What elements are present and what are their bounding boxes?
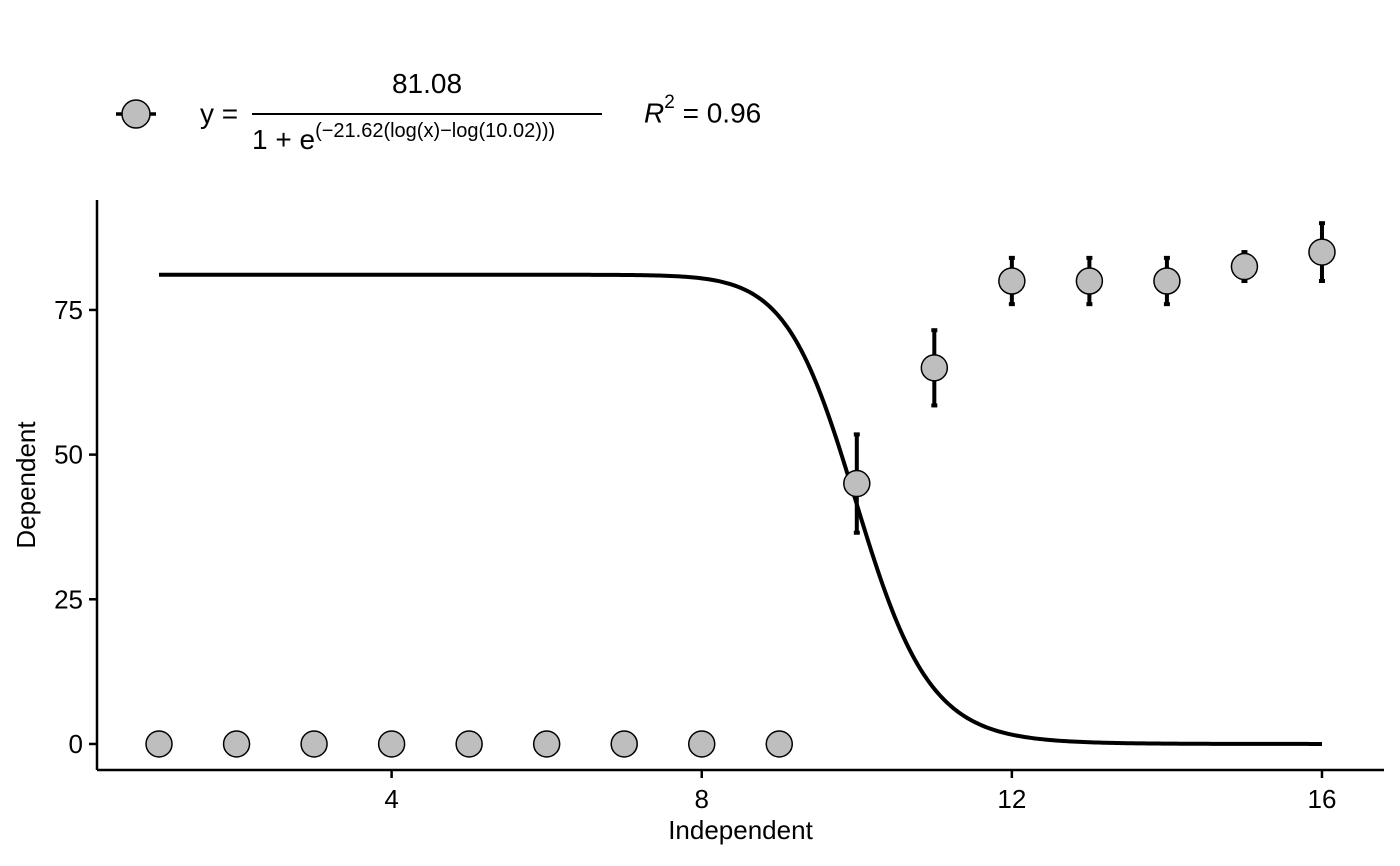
y-axis-title: Dependent (11, 421, 41, 549)
fit-layer (159, 272, 1322, 746)
equation-den-exponent: (−21.62(log(x)−log(10.02))) (315, 120, 556, 142)
data-point (1308, 238, 1336, 266)
data-point (377, 730, 406, 758)
data-point (998, 267, 1026, 295)
equation-numerator: 81.08 (391, 68, 463, 99)
r2-symbol: R (644, 97, 665, 129)
axes (95, 200, 1384, 772)
data-point (1153, 267, 1181, 295)
y-tick-label: 25 (54, 584, 83, 614)
r2-value: = 0.96 (682, 97, 762, 129)
equation-den-base: 1 + e (252, 124, 316, 155)
data-point (765, 730, 794, 758)
data-point (843, 469, 871, 498)
equation-denominator: 1 + e(−21.62(log(x)−log(10.02))) (252, 120, 555, 156)
data-point (610, 730, 638, 758)
legend: y = 81.08 1 + e(−21.62(log(x)−log(10.02)… (0, 0, 1400, 180)
y-axis-ticks: 0 25 50 75 (54, 295, 97, 759)
y-tick-label: 50 (54, 440, 83, 470)
data-point (455, 730, 483, 758)
x-axis-title: Independent (668, 815, 813, 845)
x-axis-ticks: 4 8 12 16 (384, 770, 1336, 814)
fraction-bar (252, 113, 602, 115)
x-tick-label: 12 (997, 784, 1026, 814)
x-tick-label: 8 (695, 784, 709, 814)
equation-lhs: y = (200, 98, 239, 129)
data-point (1230, 252, 1259, 281)
data-point (920, 354, 949, 382)
r-squared: R2 = 0.96 (644, 92, 762, 129)
x-tick-label: 4 (384, 784, 398, 814)
data-point (687, 730, 716, 758)
data-point (1075, 267, 1104, 295)
point-layer (145, 238, 1336, 758)
x-tick-label: 16 (1308, 784, 1337, 814)
legend-key-icon (116, 99, 156, 129)
data-point (222, 730, 251, 758)
data-point (145, 730, 173, 758)
data-point (532, 730, 561, 758)
r2-power: 2 (664, 92, 675, 113)
y-tick-label: 75 (54, 295, 83, 325)
fit-curve (159, 272, 1322, 746)
y-tick-label: 0 (69, 729, 83, 759)
data-point (300, 730, 328, 758)
